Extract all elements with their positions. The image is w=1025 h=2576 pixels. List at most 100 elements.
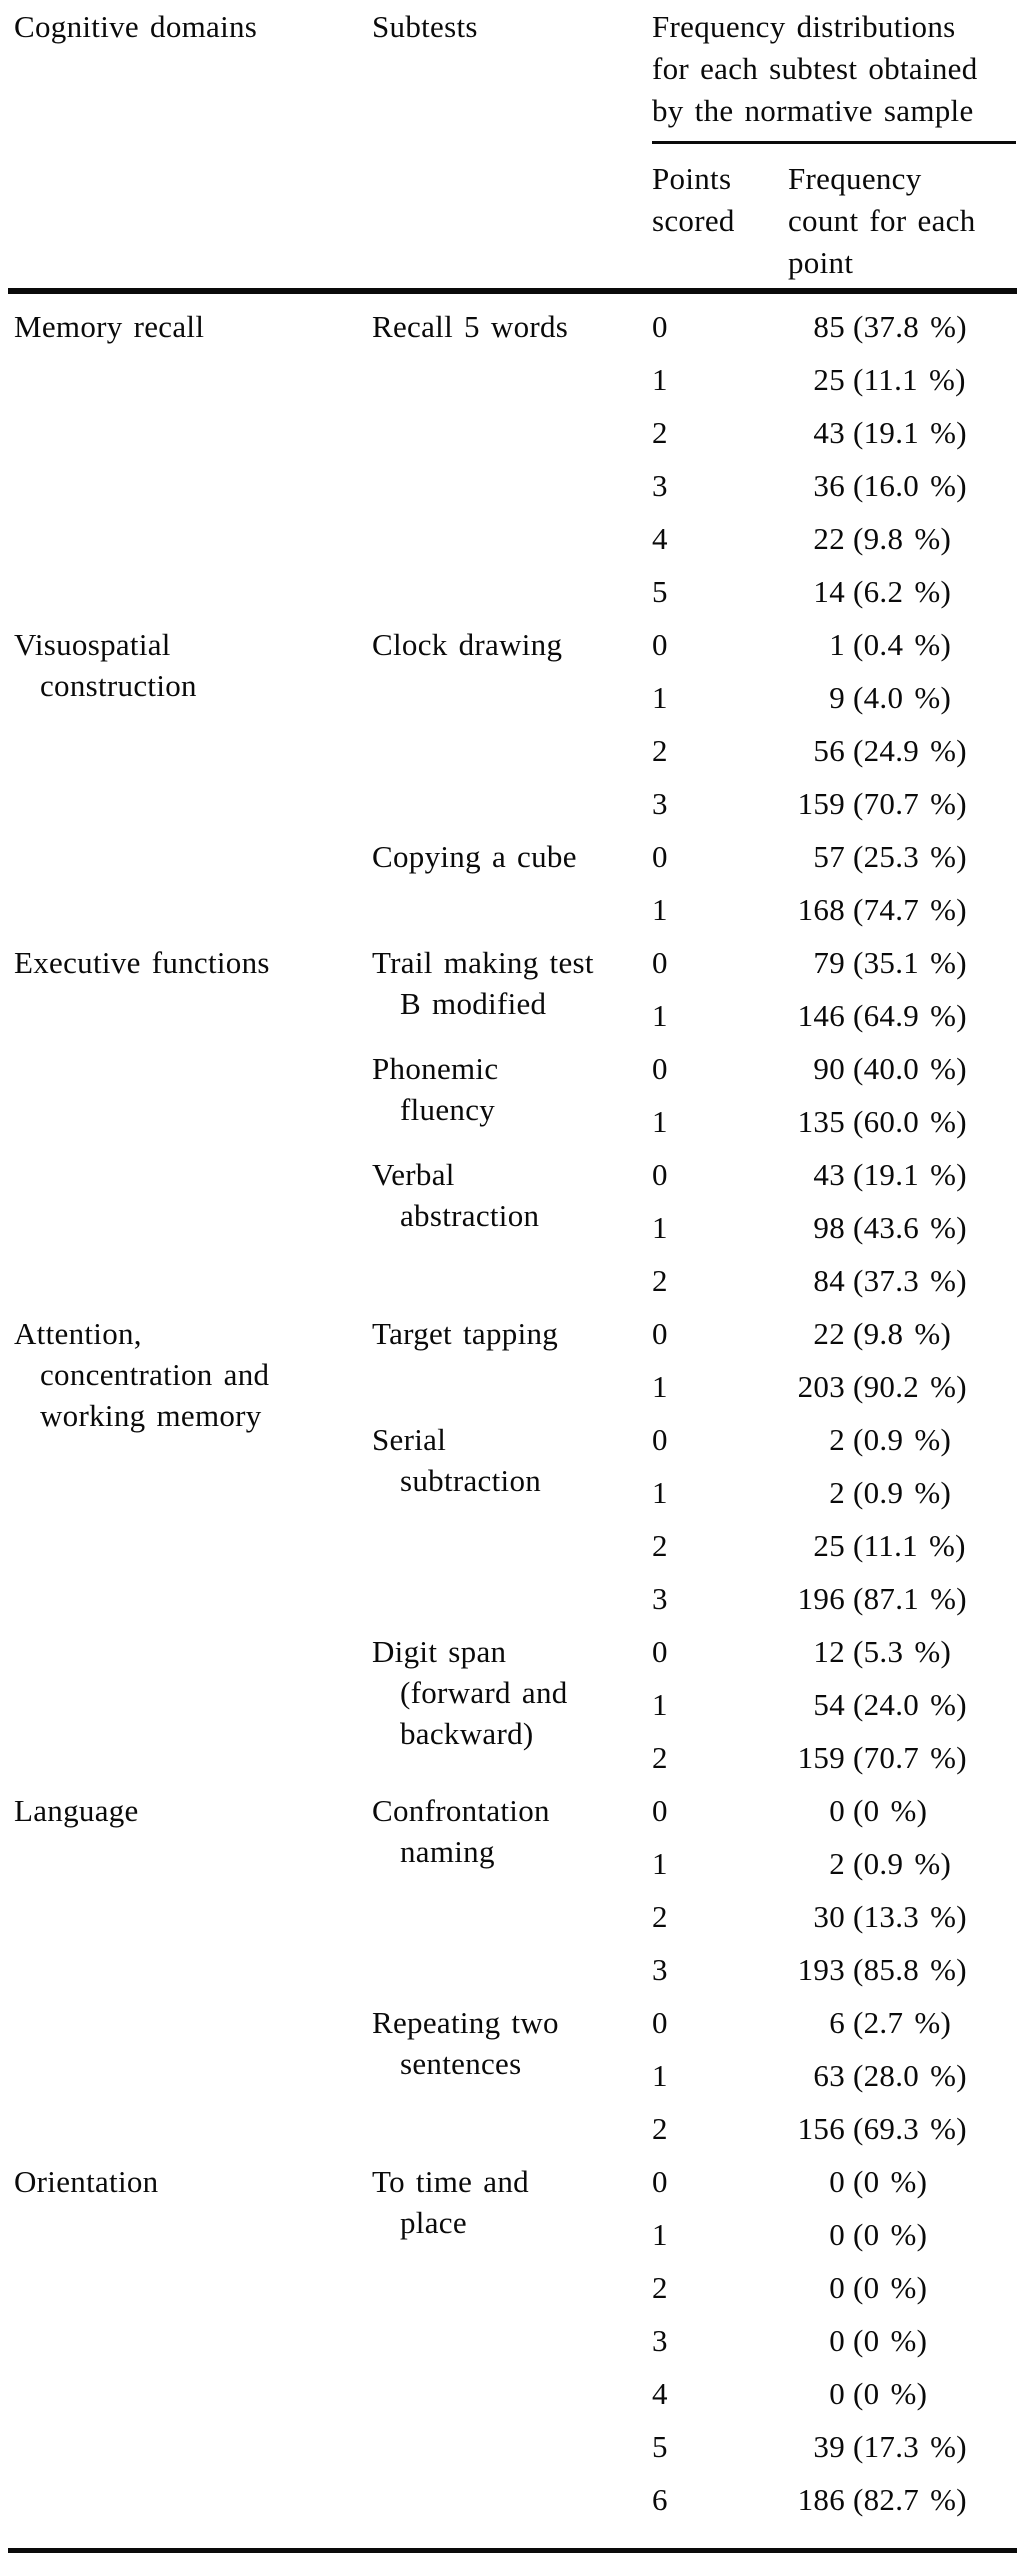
points-cell: 0 (652, 2005, 668, 2040)
frequency-percent: (64.9 %) (853, 998, 967, 1033)
frequency-percent: (70.7 %) (853, 1740, 967, 1775)
cell-line: Executive functions (14, 945, 270, 980)
frequency-count: 193 (797, 1952, 845, 1987)
frequency-cell: 0 (0 %) (788, 2310, 1017, 2363)
frequency-count: 54 (813, 1687, 845, 1722)
subtest-cell: Target tapping (372, 1303, 652, 1409)
frequency-count: 0 (829, 1793, 845, 1828)
cell-line: Visuospatial (14, 627, 171, 662)
table-row: 1 98 (43.6 %) (8, 1197, 1017, 1250)
frequency-percent: (35.1 %) (853, 945, 967, 980)
points-cell: 2 (652, 415, 668, 450)
frequency-count: 39 (813, 2429, 845, 2464)
cell-line: Recall 5 words (372, 309, 569, 344)
frequency-count: 0 (829, 2376, 845, 2411)
table-row: 2 159 (70.7 %) (8, 1727, 1017, 1780)
points-cell: 3 (652, 1581, 668, 1616)
header-thick-rule (8, 288, 1017, 294)
frequency-percent: (0 %) (853, 2270, 928, 2305)
frequency-percent: (37.8 %) (853, 309, 967, 344)
frequency-count: 159 (797, 786, 845, 821)
frequency-percent: (90.2 %) (853, 1369, 967, 1404)
points-cell: 0 (652, 1157, 668, 1192)
frequency-cell: 54 (24.0 %) (788, 1674, 1017, 1727)
points-cell: 2 (652, 1740, 668, 1775)
points-cell: 1 (652, 1687, 668, 1722)
points-cell: 3 (652, 786, 668, 821)
points-cell: 1 (652, 998, 668, 1033)
table-row: 1 25 (11.1 %) (8, 349, 1017, 402)
frequency-cell: 1 (0.4 %) (788, 614, 1017, 667)
frequency-cell: 2 (0.9 %) (788, 1409, 1017, 1462)
cell-line-continued: fluency (400, 1092, 496, 1127)
frequency-count: 25 (813, 362, 845, 397)
cell-line-continued: sentences (400, 2046, 522, 2081)
table-row: Executive functions Trail making test B mo… (8, 932, 1017, 1021)
points-cell: 0 (652, 309, 668, 344)
points-cell: 1 (652, 1475, 668, 1510)
points-cell: 1 (652, 1369, 668, 1404)
frequency-cell: 2 (0.9 %) (788, 1462, 1017, 1515)
frequency-count: 43 (813, 1157, 845, 1192)
frequency-cell: 14 (6.2 %) (788, 561, 1017, 614)
frequency-percent: (37.3 %) (853, 1263, 967, 1298)
frequency-percent: (0.4 %) (853, 627, 952, 662)
points-cell: 0 (652, 1634, 668, 1669)
subtest-cell: Copying a cube (372, 826, 652, 932)
frequency-percent: (43.6 %) (853, 1210, 967, 1245)
points-cell: 1 (652, 1846, 668, 1881)
points-cell: 0 (652, 1793, 668, 1828)
frequency-count: 159 (797, 1740, 845, 1775)
points-cell: 2 (652, 1899, 668, 1934)
frequency-percent: (0 %) (853, 1793, 928, 1828)
frequency-count: 135 (797, 1104, 845, 1139)
frequency-percent: (0.9 %) (853, 1422, 952, 1457)
frequency-percent: (9.8 %) (853, 521, 952, 556)
subtest-cell: Clock drawing (372, 614, 652, 826)
frequency-count: 90 (813, 1051, 845, 1086)
points-cell: 3 (652, 468, 668, 503)
frequency-percent: (0 %) (853, 2323, 928, 2358)
frequency-cell: 43 (19.1 %) (788, 402, 1017, 455)
frequency-percent: (40.0 %) (853, 1051, 967, 1086)
frequency-count: 43 (813, 415, 845, 450)
frequency-cell: 30 (13.3 %) (788, 1886, 1017, 1939)
frequency-cell: 159 (70.7 %) (788, 773, 1017, 826)
cell-line: Phonemic (372, 1051, 499, 1086)
table-row: 1 2 (0.9 %) (8, 1833, 1017, 1886)
table-row: 1 203 (90.2 %) (8, 1356, 1017, 1409)
points-cell: 4 (652, 2376, 668, 2411)
frequency-cell: 196 (87.1 %) (788, 1568, 1017, 1621)
header-points-scored: Points scored (652, 161, 735, 238)
frequency-count: 1 (829, 627, 845, 662)
points-cell: 4 (652, 521, 668, 556)
cell-line: Memory recall (14, 309, 205, 344)
frequency-count: 2 (829, 1422, 845, 1457)
subtest-cell: Repeating two sentences (372, 1992, 652, 2151)
frequency-count: 0 (829, 2270, 845, 2305)
domain-cell: Memory recall (8, 296, 372, 614)
cell-line-continued: naming (400, 1834, 495, 1869)
header-frequency-count: Frequency count for each point (788, 161, 976, 280)
frequency-cell: 193 (85.8 %) (788, 1939, 1017, 1992)
normative-frequency-table: Cognitive domains Subtests Frequency dis… (8, 0, 1017, 2553)
frequency-count: 22 (813, 1316, 845, 1351)
table-row: Repeating two sentences 0 6 (2.7 %) (8, 1992, 1017, 2081)
frequency-cell: 36 (16.0 %) (788, 455, 1017, 508)
subtest-cell: To time and place (372, 2151, 652, 2522)
frequency-count: 146 (797, 998, 845, 1033)
frequency-count: 36 (813, 468, 845, 503)
frequency-cell: 0 (0 %) (788, 2151, 1017, 2204)
domain-cell: Executive functions (8, 932, 372, 1303)
frequency-percent: (0 %) (853, 2164, 928, 2199)
frequency-count: 203 (797, 1369, 845, 1404)
frequency-percent: (28.0 %) (853, 2058, 967, 2093)
points-cell: 2 (652, 2111, 668, 2146)
table-row: 2 43 (19.1 %) (8, 402, 1017, 455)
header-cognitive-domains: Cognitive domains (14, 9, 258, 44)
points-cell: 0 (652, 839, 668, 874)
table-row: 1 9 (4.0 %) (8, 667, 1017, 720)
cell-line-continued: (forward and (400, 1675, 568, 1710)
table-row: 2 25 (11.1 %) (8, 1515, 1017, 1568)
table-row: Visuospatial construction Clock drawing 0 1(… (8, 614, 1017, 703)
